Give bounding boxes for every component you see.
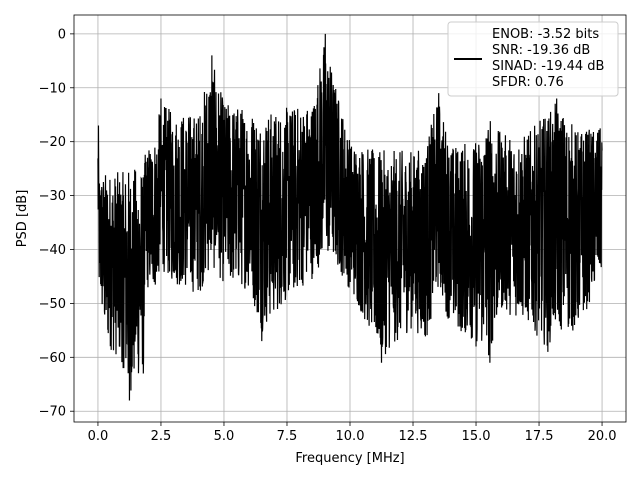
y-tick-label: −60 [39,351,66,366]
legend: ENOB: -3.52 bits SNR: -19.36 dB SINAD: -… [447,21,619,97]
x-tick-label: 15.0 [462,429,491,444]
x-tick-label: 2.5 [151,429,172,444]
x-axis-label: Frequency [MHz] [295,451,404,466]
x-tick-label: 5.0 [214,429,235,444]
legend-enob: ENOB: -3.52 bits [492,27,599,42]
y-axis-label: PSD [dB] [15,190,30,248]
x-tick-label: 0.0 [88,429,109,444]
x-tick-label: 17.5 [525,429,554,444]
legend-snr: SNR: -19.36 dB [492,43,590,58]
y-axis-ticks: 0 −10 −20 −30 −40 −50 −60 −70 [39,27,74,420]
x-tick-label: 10.0 [336,429,365,444]
legend-sfdr: SFDR: 0.76 [492,75,564,90]
y-tick-label: −70 [39,405,66,420]
y-tick-label: −30 [39,189,66,204]
y-tick-label: −40 [39,243,66,258]
series-group [97,33,603,401]
y-tick-label: −20 [39,135,66,150]
y-tick-label: 0 [58,27,66,42]
y-tick-label: −10 [39,81,66,96]
x-axis-ticks: 0.0 2.5 5.0 7.5 10.0 12.5 15.0 17.5 20.0 [88,422,617,444]
x-tick-label: 12.5 [399,429,428,444]
y-tick-label: −50 [39,297,66,312]
x-tick-label: 7.5 [277,429,298,444]
x-tick-label: 20.0 [588,429,617,444]
psd-series-line [97,33,603,401]
legend-sinad: SINAD: -19.44 dB [492,59,604,74]
legend-box [447,21,619,97]
